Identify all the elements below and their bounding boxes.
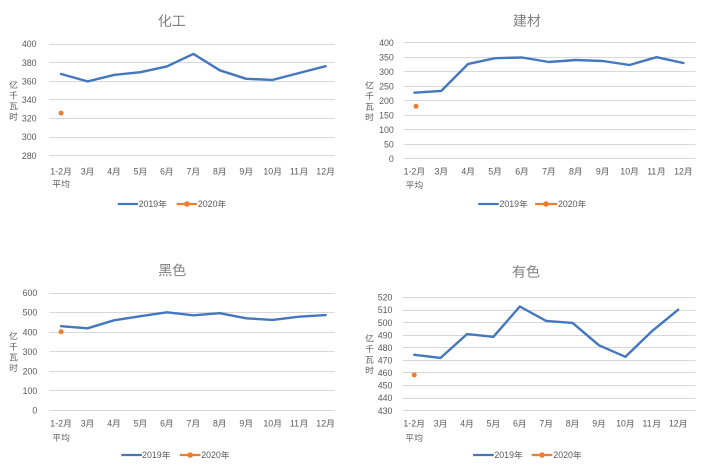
svg-text:480: 480 bbox=[378, 343, 393, 353]
svg-text:2019: 2019 bbox=[139, 199, 159, 209]
svg-text:7: 7 bbox=[539, 419, 544, 429]
svg-text:1-2: 1-2 bbox=[404, 166, 417, 176]
svg-text:6: 6 bbox=[513, 419, 518, 429]
svg-text:2020: 2020 bbox=[198, 199, 218, 209]
svg-text:5: 5 bbox=[487, 419, 492, 429]
svg-text:0: 0 bbox=[389, 154, 394, 164]
svg-text:470: 470 bbox=[378, 356, 393, 366]
svg-text:460: 460 bbox=[378, 368, 393, 378]
svg-text:300: 300 bbox=[23, 347, 38, 357]
svg-text:5: 5 bbox=[488, 166, 493, 176]
svg-text:400: 400 bbox=[22, 39, 37, 49]
svg-text:250: 250 bbox=[379, 81, 394, 91]
svg-text:360: 360 bbox=[22, 76, 37, 86]
svg-text:500: 500 bbox=[23, 308, 38, 318]
svg-text:450: 450 bbox=[378, 381, 393, 391]
svg-text:1-2: 1-2 bbox=[403, 419, 416, 429]
svg-text:10: 10 bbox=[263, 167, 273, 177]
svg-text:200: 200 bbox=[23, 366, 38, 376]
svg-text:5: 5 bbox=[134, 167, 139, 177]
svg-text:4: 4 bbox=[460, 419, 465, 429]
svg-text:520: 520 bbox=[378, 293, 393, 303]
svg-text:340: 340 bbox=[22, 95, 37, 105]
svg-text:9: 9 bbox=[592, 419, 597, 429]
svg-text:8: 8 bbox=[566, 419, 571, 429]
svg-text:6: 6 bbox=[160, 418, 165, 428]
svg-text:100: 100 bbox=[379, 125, 394, 135]
svg-text:9: 9 bbox=[596, 166, 601, 176]
svg-text:6: 6 bbox=[160, 167, 165, 177]
svg-text:440: 440 bbox=[378, 393, 393, 403]
svg-text:10: 10 bbox=[620, 166, 630, 176]
svg-text:3: 3 bbox=[434, 419, 439, 429]
svg-text:7: 7 bbox=[187, 418, 192, 428]
svg-text:350: 350 bbox=[379, 52, 394, 62]
svg-text:300: 300 bbox=[22, 132, 37, 142]
svg-text:12: 12 bbox=[316, 167, 326, 177]
svg-text:10: 10 bbox=[616, 419, 626, 429]
svg-text:4: 4 bbox=[107, 167, 112, 177]
svg-text:8: 8 bbox=[569, 166, 574, 176]
svg-text:9: 9 bbox=[239, 167, 244, 177]
svg-text:100: 100 bbox=[23, 386, 38, 396]
svg-text:490: 490 bbox=[378, 330, 393, 340]
svg-text:0: 0 bbox=[32, 406, 37, 416]
svg-text:5: 5 bbox=[134, 418, 139, 428]
svg-text:400: 400 bbox=[23, 327, 38, 337]
svg-text:150: 150 bbox=[379, 110, 394, 120]
svg-text:2020: 2020 bbox=[553, 450, 573, 460]
svg-text:300: 300 bbox=[379, 67, 394, 77]
svg-text:3: 3 bbox=[435, 166, 440, 176]
svg-text:12: 12 bbox=[674, 166, 684, 176]
svg-text:10: 10 bbox=[263, 418, 273, 428]
svg-text:380: 380 bbox=[22, 58, 37, 68]
svg-text:2019: 2019 bbox=[500, 199, 520, 209]
svg-text:1-2: 1-2 bbox=[50, 418, 63, 428]
svg-text:320: 320 bbox=[22, 114, 37, 124]
svg-text:200: 200 bbox=[379, 96, 394, 106]
svg-text:1-2: 1-2 bbox=[50, 167, 63, 177]
svg-text:500: 500 bbox=[378, 318, 393, 328]
svg-text:3: 3 bbox=[81, 418, 86, 428]
svg-text:9: 9 bbox=[239, 418, 244, 428]
svg-text:2019: 2019 bbox=[494, 450, 514, 460]
svg-text:12: 12 bbox=[669, 419, 679, 429]
svg-text:7: 7 bbox=[542, 166, 547, 176]
svg-text:430: 430 bbox=[378, 406, 393, 416]
svg-text:4: 4 bbox=[461, 166, 466, 176]
svg-text:12: 12 bbox=[316, 418, 326, 428]
svg-text:8: 8 bbox=[213, 418, 218, 428]
svg-text:510: 510 bbox=[378, 305, 393, 315]
svg-text:4: 4 bbox=[107, 418, 112, 428]
svg-text:2020: 2020 bbox=[201, 450, 221, 460]
svg-text:280: 280 bbox=[22, 151, 37, 161]
svg-text:8: 8 bbox=[213, 167, 218, 177]
svg-text:50: 50 bbox=[384, 139, 394, 149]
svg-text:2020: 2020 bbox=[558, 199, 578, 209]
svg-text:400: 400 bbox=[379, 38, 394, 48]
svg-text:2019: 2019 bbox=[142, 450, 162, 460]
svg-text:600: 600 bbox=[23, 288, 38, 298]
svg-text:11: 11 bbox=[290, 167, 299, 177]
svg-text:11: 11 bbox=[647, 166, 656, 176]
svg-text:3: 3 bbox=[81, 167, 86, 177]
svg-text:6: 6 bbox=[515, 166, 520, 176]
svg-text:11: 11 bbox=[290, 418, 299, 428]
svg-text:7: 7 bbox=[187, 167, 192, 177]
svg-text:11: 11 bbox=[643, 419, 652, 429]
